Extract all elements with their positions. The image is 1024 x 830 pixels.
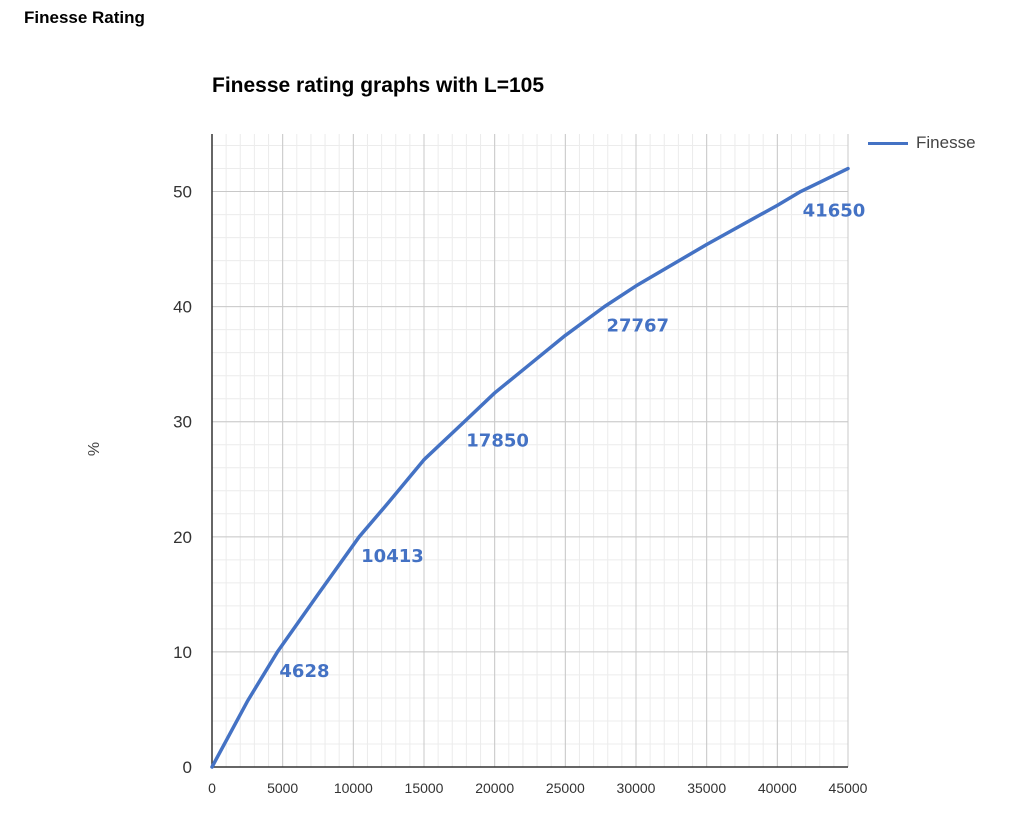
x-tick-label: 15000 <box>405 780 444 796</box>
x-tick-label: 40000 <box>758 780 797 796</box>
data-annotation: 4628 <box>279 661 329 682</box>
x-tick-label: 45000 <box>829 780 868 796</box>
page-heading: Finesse Rating <box>24 8 145 27</box>
chart-title: Finesse rating graphs with L=105 <box>212 74 545 97</box>
x-tick-label: 30000 <box>617 780 656 796</box>
x-tick-label: 5000 <box>267 780 298 796</box>
y-tick-label: 40 <box>173 298 192 317</box>
data-annotation: 41650 <box>803 201 866 222</box>
y-tick-label: 50 <box>173 183 192 202</box>
x-tick-label: 20000 <box>475 780 514 796</box>
legend: Finesse <box>868 133 976 153</box>
y-tick-label: 0 <box>183 758 192 777</box>
legend-entry-finesse: Finesse <box>916 133 976 152</box>
series-line-finesse <box>210 166 850 769</box>
legend-swatch <box>868 141 908 145</box>
data-annotation: 17850 <box>466 431 529 452</box>
y-tick-label: 10 <box>173 643 192 662</box>
x-tick-label: 0 <box>208 780 216 796</box>
y-tick-label: 20 <box>173 528 192 547</box>
y-tick-label: 30 <box>173 413 192 432</box>
x-tick-label: 35000 <box>687 780 726 796</box>
data-annotation: 27767 <box>606 316 669 337</box>
x-tick-label: 25000 <box>546 780 585 796</box>
x-tick-label: 10000 <box>334 780 373 796</box>
data-annotation: 10413 <box>361 546 424 567</box>
